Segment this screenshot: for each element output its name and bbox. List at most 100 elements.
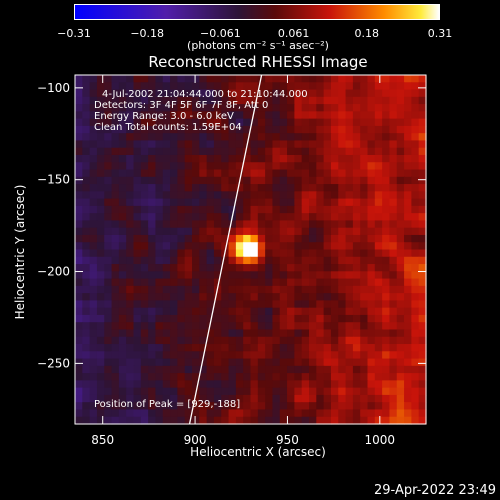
- heatmap-cell: [294, 111, 303, 120]
- heatmap-cell: [155, 409, 164, 418]
- heatmap-cell: [89, 358, 98, 367]
- heatmap-cell: [126, 409, 135, 418]
- heatmap-cell: [133, 351, 142, 360]
- heatmap-cell: [272, 176, 281, 185]
- heatmap-cell: [82, 176, 91, 185]
- heatmap-cell: [96, 169, 105, 178]
- heatmap-cell: [148, 147, 157, 156]
- heatmap-cell: [213, 96, 222, 105]
- heatmap-cell: [140, 336, 149, 345]
- heatmap-cell: [221, 380, 230, 389]
- heatmap-cell: [228, 394, 237, 403]
- heatmap-cell: [170, 147, 178, 156]
- heatmap-cell: [316, 162, 325, 171]
- heatmap-cell: [330, 147, 339, 156]
- heatmap-cell: [162, 104, 171, 112]
- heatmap-cell: [382, 104, 391, 112]
- heatmap-cell: [206, 227, 215, 236]
- heatmap-cell: [272, 89, 281, 98]
- heatmap-cell: [111, 394, 120, 403]
- heatmap-cell: [404, 176, 412, 185]
- heatmap-cell: [287, 154, 295, 163]
- heatmap-cell: [367, 242, 376, 251]
- heatmap-cell: [199, 380, 208, 389]
- heatmap-cell: [243, 96, 252, 105]
- heatmap-cell: [96, 365, 105, 374]
- heatmap-cell: [396, 242, 405, 251]
- heatmap-cell: [89, 344, 98, 352]
- heatmap-cell: [192, 140, 200, 149]
- heatmap-cell: [126, 271, 135, 280]
- heatmap-cell: [118, 271, 127, 280]
- heatmap-cell: [126, 402, 135, 411]
- heatmap-cell: [111, 169, 120, 178]
- heatmap-cell: [162, 264, 171, 272]
- heatmap-cell: [330, 344, 339, 352]
- heatmap-cell: [367, 213, 376, 222]
- heatmap-cell: [257, 387, 266, 396]
- heatmap-cell: [330, 82, 339, 91]
- heatmap-cell: [301, 322, 310, 331]
- heatmap-cell: [272, 205, 281, 214]
- heatmap-cell: [330, 242, 339, 251]
- heatmap-cell: [235, 205, 244, 214]
- heatmap-cell: [338, 387, 347, 396]
- heatmap-cell: [184, 169, 193, 178]
- heatmap-cell: [404, 380, 412, 389]
- heatmap-cell: [316, 307, 325, 316]
- heatmap-cell: [309, 220, 317, 229]
- heatmap-cell: [133, 154, 142, 163]
- heatmap-cell: [352, 213, 361, 222]
- heatmap-cell: [301, 169, 310, 178]
- heatmap-cell: [404, 314, 412, 323]
- heatmap-cell: [294, 96, 303, 105]
- heatmap-cell: [367, 147, 376, 156]
- heatmap-cell: [374, 336, 383, 345]
- heatmap-cell: [352, 111, 361, 120]
- heatmap-cell: [330, 184, 339, 192]
- heatmap-cell: [345, 198, 354, 207]
- heatmap-cell: [82, 293, 91, 301]
- heatmap-cell: [352, 118, 361, 127]
- heatmap-cell: [352, 82, 361, 91]
- heatmap-cell: [148, 409, 157, 418]
- heatmap-cell: [294, 416, 303, 425]
- heatmap-cell: [89, 409, 98, 418]
- heatmap-cell: [323, 147, 332, 156]
- heatmap-cell: [133, 278, 142, 287]
- heatmap-cell: [199, 234, 208, 243]
- heatmap-cell: [75, 264, 83, 272]
- heatmap-cell: [360, 213, 369, 222]
- heatmap-cell: [367, 373, 376, 381]
- heatmap-cell: [389, 220, 398, 229]
- heatmap-cell: [294, 213, 303, 222]
- heatmap-cell: [374, 351, 383, 360]
- heatmap-cell: [330, 111, 339, 120]
- heatmap-cell: [75, 227, 83, 236]
- heatmap-cell: [360, 285, 369, 294]
- heatmap-cell: [162, 322, 171, 331]
- heatmap-cell: [192, 242, 200, 251]
- heatmap-cell: [221, 416, 230, 425]
- heatmap-cell: [374, 278, 383, 287]
- heatmap-cell: [213, 147, 222, 156]
- heatmap-cell: [228, 307, 237, 316]
- heatmap-cell: [104, 213, 113, 222]
- heatmap-cell: [155, 249, 164, 258]
- colorbar-tick-label: −0.31: [57, 27, 91, 40]
- heatmap-cell: [126, 118, 135, 127]
- heatmap-cell: [257, 82, 266, 91]
- heatmap-cell: [287, 184, 295, 192]
- heatmap-cell: [309, 140, 317, 149]
- heatmap-cell: [140, 365, 149, 374]
- heatmap-cell: [294, 133, 303, 142]
- heatmap-cell: [133, 373, 142, 381]
- heatmap-cell: [272, 162, 281, 171]
- heatmap-cell: [250, 285, 259, 294]
- heatmap-cell: [170, 118, 178, 127]
- heatmap-cell: [257, 169, 266, 178]
- heatmap-cell: [265, 264, 274, 272]
- heatmap-cell: [228, 380, 237, 389]
- heatmap-cell: [323, 416, 332, 425]
- heatmap-cell: [221, 344, 230, 352]
